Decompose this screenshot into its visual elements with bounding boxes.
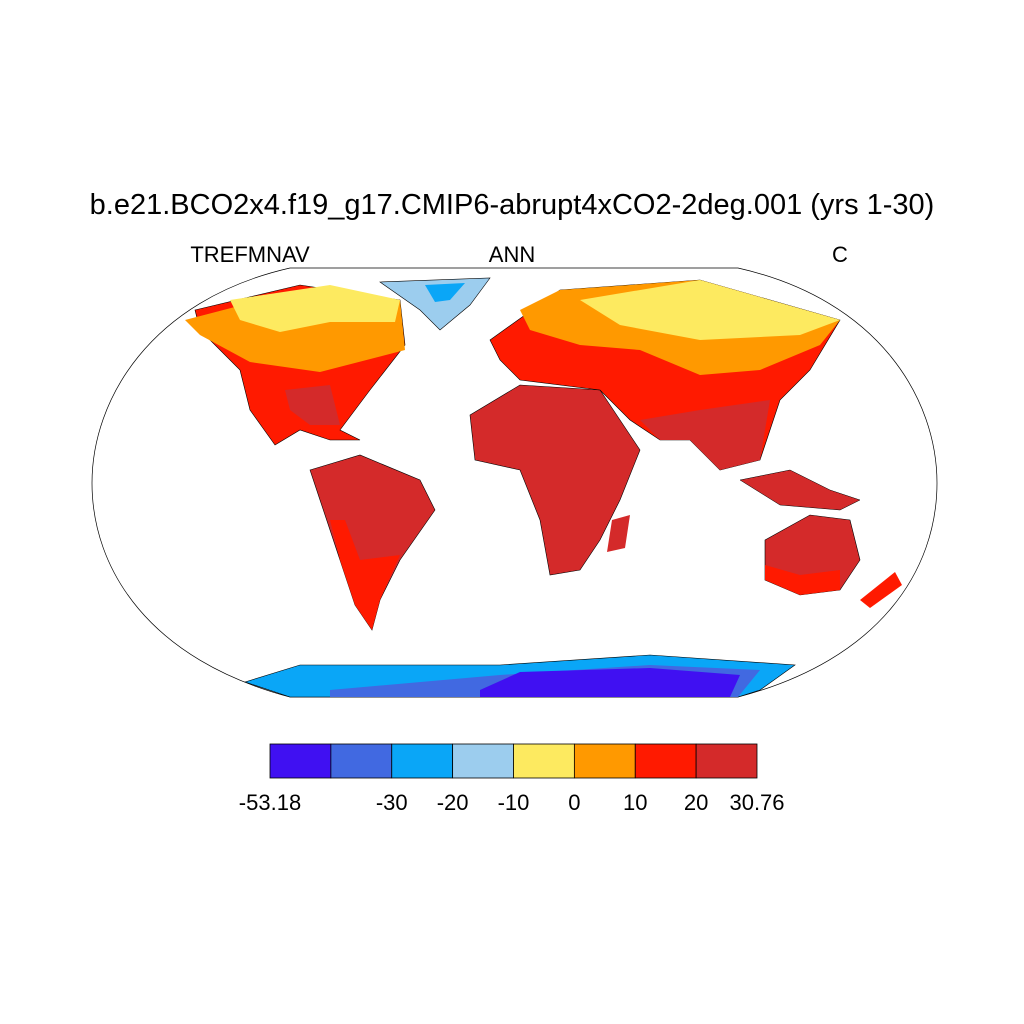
colorbar-label: -53.18 [239, 790, 301, 815]
colorbar-label: -30 [376, 790, 408, 815]
right-label: C [832, 242, 848, 267]
colorbar-label: 30.76 [729, 790, 784, 815]
colorbar-box [330, 743, 393, 779]
land-eurasia-north [580, 280, 840, 340]
land-north-america-north [230, 285, 400, 332]
land-south-asia [640, 400, 770, 470]
land-australia-south [765, 565, 840, 595]
land-maritime-asia [739, 469, 861, 511]
land-south-america-south [330, 520, 400, 630]
land-new-zealand [860, 572, 902, 608]
colorbar-box [634, 743, 697, 779]
colorbar-box [513, 743, 575, 779]
title: b.e21.BCO2x4.f19_g17.CMIP6-abrupt4xCO2-2… [90, 189, 935, 221]
colorbar-label: 0 [568, 790, 580, 815]
colorbar-box [269, 743, 332, 779]
center-label: ANN [489, 242, 535, 267]
colorbar-box [391, 743, 454, 779]
colorbar-box [573, 743, 636, 779]
left-label: TREFMNAV [190, 242, 310, 267]
land-greenland [379, 277, 491, 331]
map [91, 267, 938, 698]
land-madagascar [607, 515, 630, 552]
land-antarctica-core [480, 668, 740, 697]
colorbar-label: 20 [684, 790, 708, 815]
land-greenland-core [425, 283, 465, 302]
colorbar-label: -20 [437, 790, 469, 815]
colorbar-label: 10 [623, 790, 647, 815]
colorbar-box [695, 743, 758, 779]
colorbar-box [452, 743, 514, 779]
land-africa [469, 384, 641, 576]
land-central-america [285, 385, 340, 425]
colorbar: -53.18 -30 -20 -10 0 10 20 30.76 [239, 743, 785, 815]
colorbar-label: -10 [498, 790, 530, 815]
